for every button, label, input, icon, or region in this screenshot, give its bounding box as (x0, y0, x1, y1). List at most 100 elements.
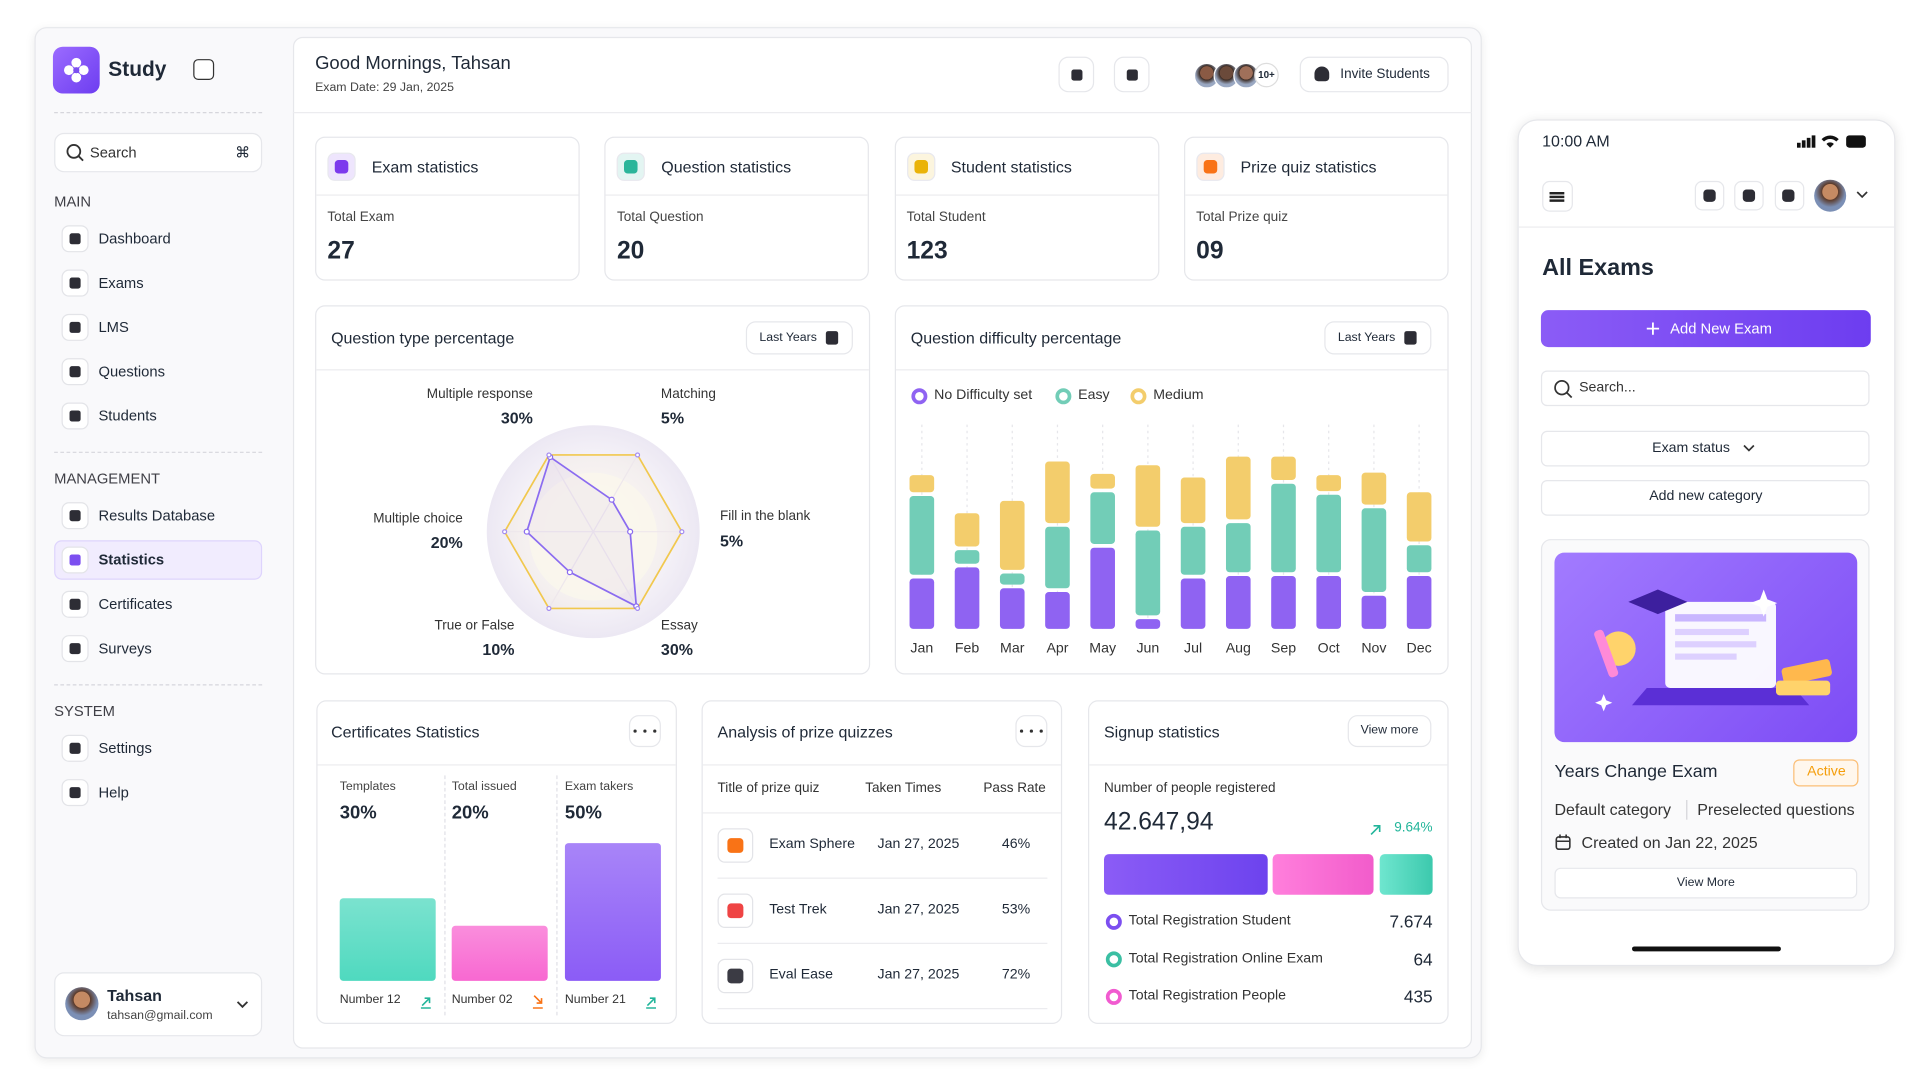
status-filter[interactable] (1540, 430, 1870, 467)
stat-card (315, 136, 580, 281)
card-value: 123 (906, 237, 948, 265)
active-item (54, 540, 263, 580)
panel-title: Analysis of prize quizzes (717, 722, 893, 742)
decoration (1796, 142, 1801, 148)
quiz-date: Jan 27, 2025 (877, 967, 960, 983)
glyph (69, 366, 81, 378)
icon (61, 313, 89, 341)
nav-item[interactable]: Certificates (98, 595, 173, 613)
status-filter-label[interactable]: Exam status (1652, 440, 1731, 456)
calendar-icon (1555, 834, 1571, 851)
section-title: MAIN (54, 192, 92, 211)
user-name: Tahsan (107, 986, 162, 1005)
icon (61, 502, 89, 530)
divider (54, 684, 263, 686)
search-icon (66, 144, 84, 162)
icon (61, 590, 89, 618)
x-tick-label: Jul (1184, 641, 1203, 657)
panel-title: Signup statistics (1103, 722, 1220, 742)
nav-item[interactable]: Help (98, 783, 129, 801)
decoration (1801, 140, 1806, 148)
nav-item[interactable]: Questions (98, 362, 165, 381)
invite-label[interactable]: Invite Students (1340, 66, 1430, 82)
quiz-title: Eval Ease (769, 967, 833, 983)
nav-item[interactable]: Exams (98, 274, 144, 292)
screen-title: All Exams (1542, 255, 1654, 282)
more-button[interactable] (1015, 715, 1048, 748)
category-button[interactable] (1540, 479, 1870, 516)
divider (316, 369, 869, 371)
more-avatars-count: 10+ (1258, 69, 1275, 81)
quiz-date: Jan 27, 2025 (877, 902, 960, 918)
filter-icon (1404, 331, 1417, 345)
question-difficulty-panel (894, 305, 1449, 675)
meta-divider (1686, 799, 1688, 820)
x-tick-label: Jan (910, 641, 934, 657)
status-icons (1796, 135, 1866, 148)
divider (895, 369, 1448, 371)
legend-label: No Difficulty set (934, 387, 1033, 403)
decoration (1806, 137, 1811, 148)
legend-value: 435 (1403, 986, 1433, 1007)
value-label: 20% (451, 802, 489, 824)
active-badge (1793, 759, 1859, 787)
nav-item[interactable]: Surveys (98, 639, 152, 657)
icon (61, 779, 89, 807)
nav-item[interactable]: Statistics (98, 551, 165, 569)
invite-icon (1314, 66, 1330, 82)
decoration (1594, 629, 1619, 678)
nav-item[interactable]: Settings (98, 739, 152, 757)
view-more-button[interactable] (1554, 867, 1858, 899)
section-title: MANAGEMENT (54, 469, 161, 488)
nav-item[interactable]: Students (98, 407, 157, 425)
signup-bar-segment (1103, 854, 1268, 895)
x-tick-label: Aug (1225, 641, 1251, 657)
column-header: Pass Rate (983, 780, 1046, 796)
nav-item[interactable]: LMS (98, 318, 129, 336)
mobile-search[interactable] (1540, 370, 1870, 407)
more-button[interactable] (628, 715, 661, 748)
radar-category: Multiple choice (373, 511, 463, 527)
nav-item[interactable]: Dashboard (98, 229, 171, 248)
exam-created: Created on Jan 22, 2025 (1581, 833, 1758, 852)
change-label: 9.64% (1394, 820, 1433, 835)
x-tick-label: Mar (1000, 641, 1025, 657)
glyph (1742, 189, 1756, 202)
glyph (69, 510, 81, 522)
row-icon (727, 968, 744, 984)
menu-line (1549, 191, 1565, 194)
divider (317, 764, 676, 766)
filter-label[interactable]: Last Years (759, 331, 817, 345)
decoration (66, 144, 82, 159)
home-indicator (1631, 946, 1781, 952)
view-more-label[interactable]: View more (1360, 723, 1419, 738)
radar-value: 10% (482, 640, 515, 659)
legend-label: Total Registration Student (1128, 913, 1291, 929)
value-label: 50% (564, 802, 602, 824)
x-tick-label: Apr (1046, 641, 1069, 657)
decoration (1675, 628, 1749, 636)
metric-value: 42.647,94 (1103, 808, 1214, 836)
column-header: Taken Times (865, 780, 942, 796)
radar-value: 5% (719, 531, 744, 551)
add-exam-label[interactable]: Add New Exam (1670, 319, 1772, 337)
icon (61, 546, 89, 574)
decoration (1750, 589, 1778, 617)
filter-label[interactable]: Last Years (1337, 331, 1396, 345)
search-box[interactable] (54, 132, 263, 173)
add-exam-button[interactable] (1540, 310, 1871, 348)
legend-label: Total Registration People (1128, 988, 1286, 1004)
radar-value: 5% (660, 408, 685, 428)
card-title: Student statistics (950, 157, 1072, 177)
collapse-button[interactable] (193, 59, 215, 80)
nav-item[interactable]: Results Database (98, 506, 216, 525)
signup-bar-segment (1272, 854, 1374, 895)
view-more-label[interactable]: View More (1676, 876, 1735, 890)
signup-bar-segment (1379, 854, 1433, 895)
radar-value: 30% (500, 408, 533, 428)
column-divider (556, 775, 558, 1016)
category-label[interactable]: Add new category (1649, 488, 1763, 504)
divider (1518, 226, 1895, 228)
view-more-button[interactable] (1347, 715, 1432, 748)
